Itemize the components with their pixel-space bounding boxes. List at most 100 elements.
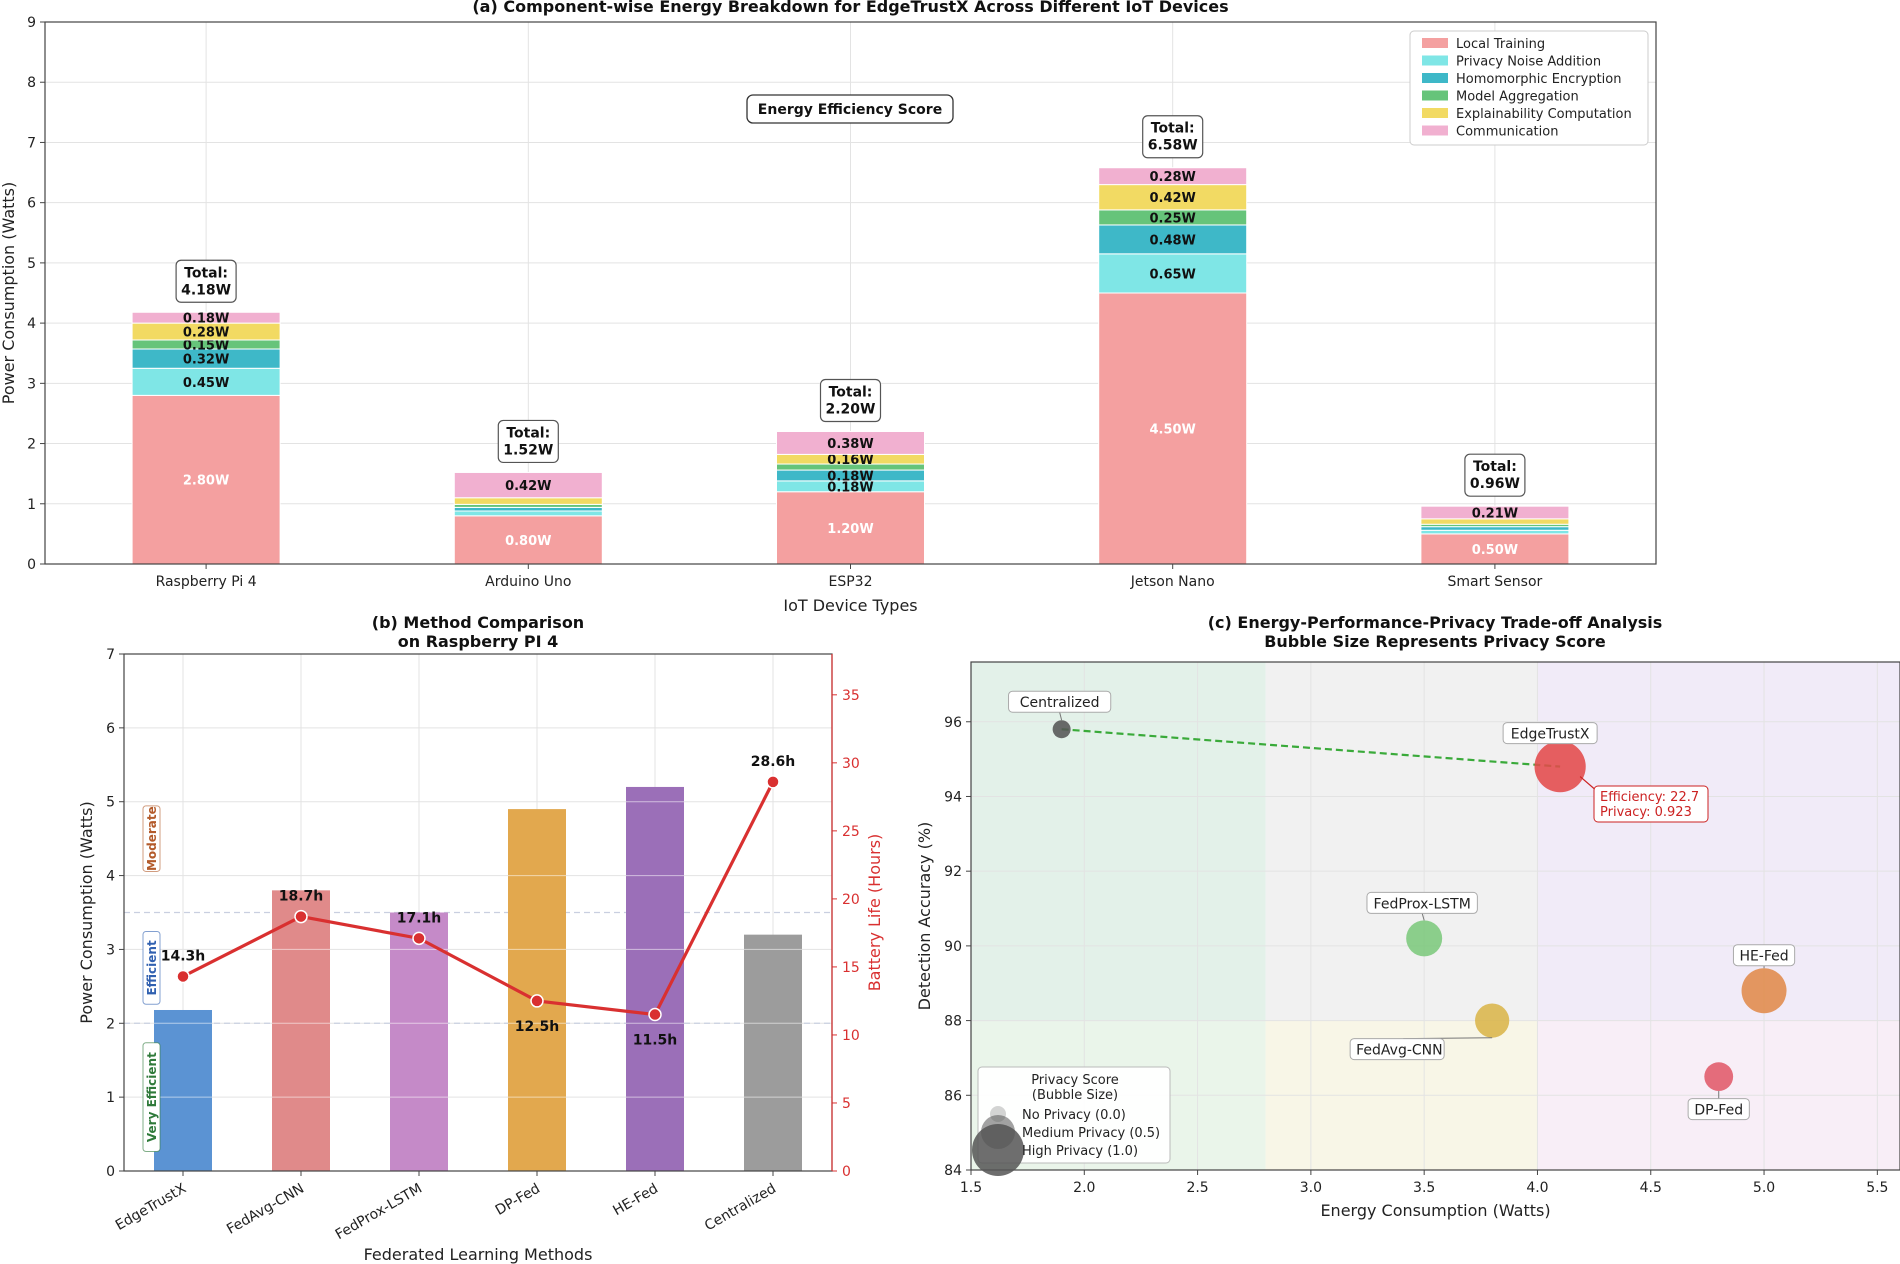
c-legend-label: No Privacy (0.0) <box>1022 1108 1126 1123</box>
b-band-label: Moderate <box>145 806 159 871</box>
a-segment-label: 0.18W <box>827 480 873 495</box>
a-bar-segment <box>776 431 925 455</box>
c-xtick-label: 5.5 <box>1866 1180 1888 1196</box>
c-ylabel: Detection Accuracy (%) <box>915 822 934 1011</box>
b-y2tick-label: 10 <box>842 1028 860 1044</box>
a-segment-label: 0.18W <box>183 312 229 327</box>
a-bar-segment <box>776 491 925 565</box>
c-xtick-label: 1.5 <box>960 1180 982 1196</box>
a-segment-label: 0.50W <box>1472 543 1518 558</box>
a-total-box <box>1464 453 1526 497</box>
a-legend-swatch <box>1422 90 1448 101</box>
a-ytick-label: 0 <box>27 557 36 573</box>
b-y2label: Battery Life (Hours) <box>865 834 884 992</box>
c-xtick-label: 4.5 <box>1640 1180 1662 1196</box>
b-xtick-label: Centralized <box>702 1181 779 1235</box>
a-xtick-label: Jetson Nano <box>1130 574 1215 590</box>
a-legend-swatch <box>1422 73 1448 83</box>
a-segment-label: 0.21W <box>1472 507 1518 522</box>
c-bubble <box>1741 968 1787 1014</box>
a-legend-label: Communication <box>1456 125 1558 140</box>
b-ylabel: Power Consumption (Watts) <box>77 801 96 1023</box>
b-ytick-label: 0 <box>106 1164 115 1180</box>
a-bar-segment <box>1098 292 1248 565</box>
a-total-label: Total: 0.96W <box>1470 459 1520 492</box>
c-region <box>1265 662 1538 1021</box>
c-point-label-box <box>1008 690 1112 713</box>
b-battery-label: 14.3h <box>161 948 206 964</box>
b-battery-label: 18.7h <box>279 889 324 905</box>
c-ytick-label: 88 <box>944 1014 962 1030</box>
c-point-label-box <box>1349 1038 1445 1061</box>
b-bar <box>154 1009 212 1171</box>
c-legend-bubble <box>972 1124 1024 1176</box>
a-legend-box <box>1409 30 1649 146</box>
a-legend-label: Model Aggregation <box>1456 90 1579 105</box>
b-battery-line <box>182 781 775 1017</box>
c-legend-title: Privacy Score (Bubble Size) <box>1031 1073 1119 1103</box>
c-title: (c) Energy-Performance-Privacy Trade-off… <box>1208 613 1663 651</box>
b-y2tick-label: 0 <box>842 1164 851 1180</box>
c-legend-box <box>977 1066 1171 1164</box>
c-xtick-label: 3.0 <box>1300 1180 1322 1196</box>
c-point-label-box <box>1366 891 1478 914</box>
b-title: (b) Method Comparison on Raspberry PI 4 <box>372 613 584 651</box>
a-xtick-label: Smart Sensor <box>1448 574 1543 590</box>
c-xlabel: Energy Consumption (Watts) <box>1320 1201 1550 1220</box>
a-bar-segment <box>453 497 603 505</box>
a-ytick-label: 9 <box>27 15 36 31</box>
a-frame <box>44 21 1657 565</box>
a-total-label: Total: 4.18W <box>181 265 231 298</box>
b-y2tick-label: 15 <box>842 960 860 976</box>
c-point-label: FedAvg-CNN <box>1356 1043 1443 1059</box>
chart-a: 01234567892.80W0.45W0.32W0.15W0.28W0.18W… <box>0 0 1657 615</box>
b-band-box <box>142 930 161 1005</box>
b-battery-label: 11.5h <box>633 1033 678 1049</box>
a-bar-segment <box>1420 505 1570 520</box>
c-ytick-label: 86 <box>944 1088 962 1104</box>
a-segment-label: 4.50W <box>1149 423 1195 438</box>
b-band-box <box>142 805 161 872</box>
c-region <box>971 662 1266 1021</box>
a-bar-segment <box>131 367 281 396</box>
b-battery-point <box>648 1007 662 1022</box>
a-bar-segment <box>453 515 603 565</box>
a-segment-label: 0.28W <box>1149 170 1195 185</box>
a-ytick-label: 4 <box>27 316 36 332</box>
a-ylabel: Power Consumption (Watts) <box>0 182 18 404</box>
a-segment-label: 1.20W <box>827 522 873 537</box>
a-title: (a) Component-wise Energy Breakdown for … <box>472 0 1228 16</box>
b-xtick-label: DP-Fed <box>493 1181 543 1219</box>
a-segment-label: 0.18W <box>827 469 873 484</box>
a-legend-label: Local Training <box>1456 37 1545 52</box>
c-bubble <box>1052 720 1071 739</box>
a-legend-label: Explainability Computation <box>1456 107 1632 122</box>
b-xtick-label: EdgeTrustX <box>113 1180 190 1233</box>
a-segment-label: 0.42W <box>505 479 551 494</box>
a-total-label: Total: 6.58W <box>1148 121 1198 154</box>
b-y2tick-label: 30 <box>842 756 860 772</box>
c-ytick-label: 84 <box>944 1163 962 1179</box>
a-segment-label: 0.48W <box>1149 233 1195 248</box>
a-total-box <box>819 378 882 423</box>
b-battery-label: 28.6h <box>751 754 796 770</box>
c-point-label: HE-Fed <box>1739 949 1788 965</box>
a-total-label: Total: 2.20W <box>826 385 876 418</box>
b-ytick-label: 4 <box>106 869 115 885</box>
b-battery-point <box>294 909 308 924</box>
a-ytick-label: 1 <box>27 497 36 513</box>
c-label-leader <box>1421 913 1425 921</box>
c-point-label-box <box>1732 944 1796 967</box>
c-frame <box>970 661 1900 1171</box>
a-bar-segment <box>453 506 603 512</box>
a-segment-label: 0.32W <box>183 353 229 368</box>
c-annotation-box <box>1593 785 1709 823</box>
b-xlabel: Federated Learning Methods <box>364 1245 593 1264</box>
b-ytick-label: 2 <box>106 1016 115 1032</box>
a-segment-label: 0.38W <box>827 437 873 452</box>
a-segment-label: 0.16W <box>827 453 873 468</box>
b-y2tick-label: 5 <box>842 1096 851 1112</box>
a-total-box <box>1142 115 1204 159</box>
a-legend-swatch <box>1422 55 1448 66</box>
c-point-label: FedProx-LSTM <box>1374 896 1471 912</box>
